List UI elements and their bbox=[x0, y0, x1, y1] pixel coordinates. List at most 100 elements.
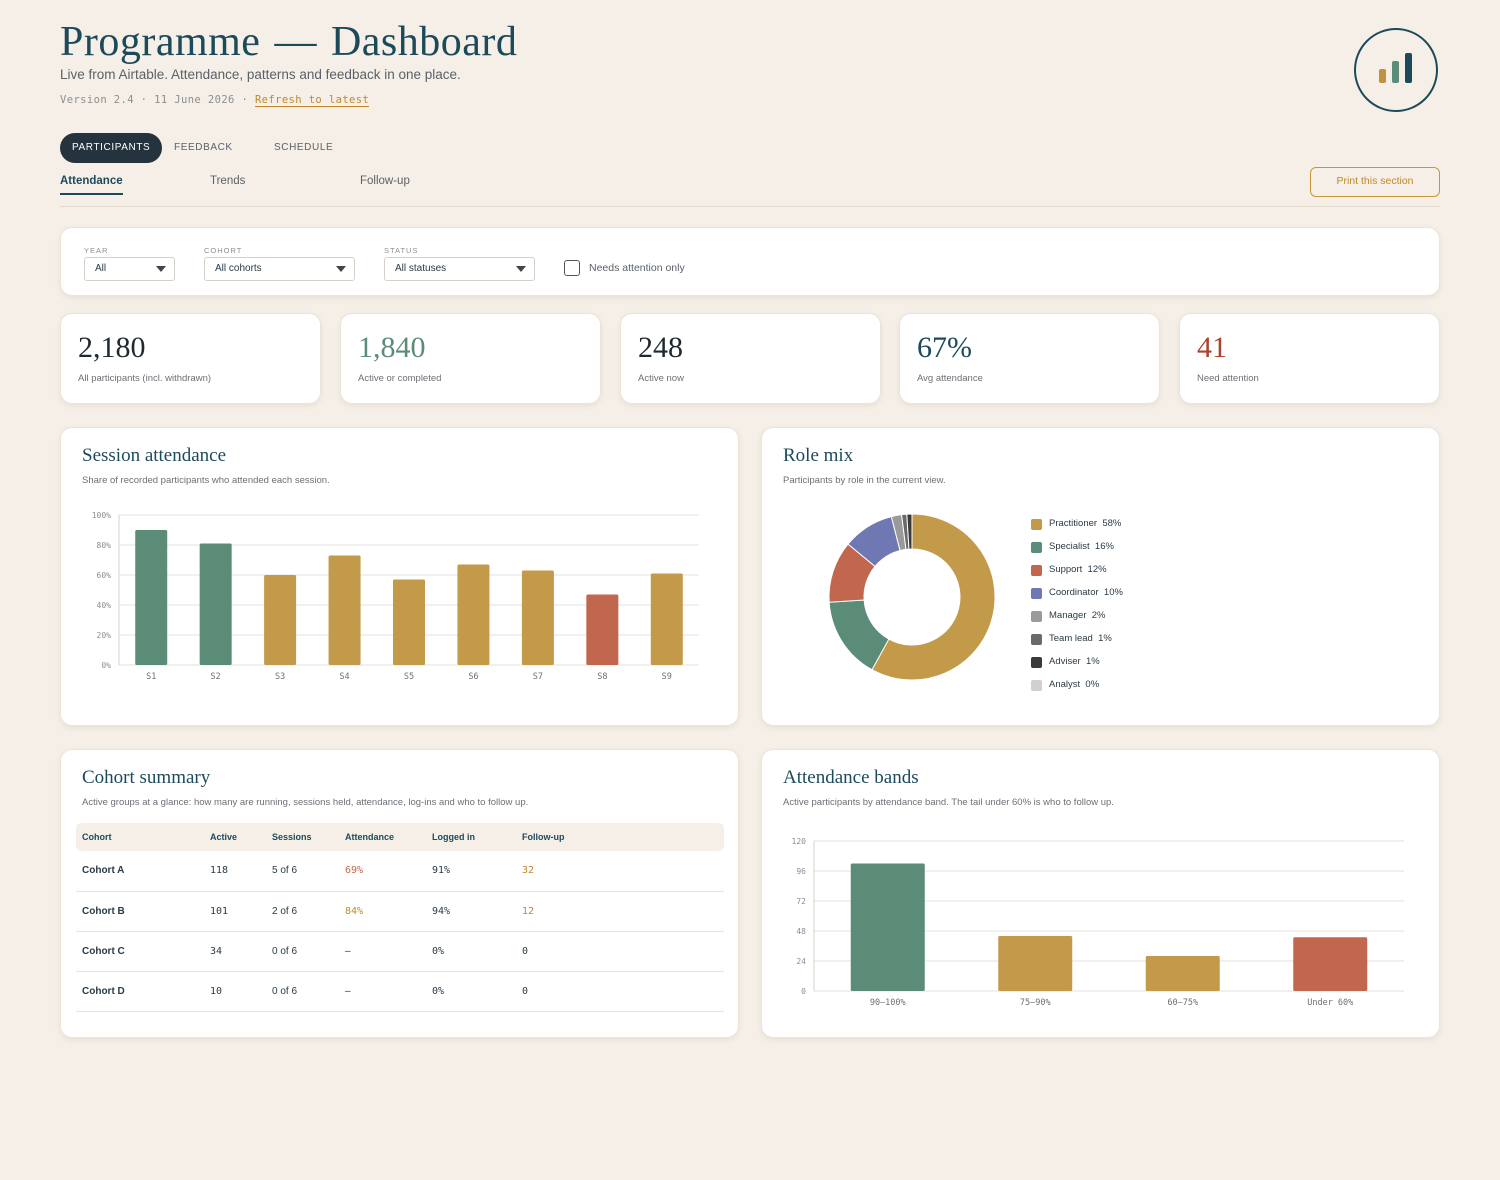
y-tick-label: 40% bbox=[97, 601, 112, 610]
cohort-sessions: 0 of 6 bbox=[266, 971, 339, 1012]
bar bbox=[264, 575, 297, 665]
y-tick-label: 80% bbox=[97, 541, 112, 550]
col-sessions: Sessions bbox=[266, 823, 339, 851]
cohort-name: Cohort C bbox=[76, 931, 204, 972]
stat-card-all-participants: 2,180 All participants (incl. withdrawn) bbox=[60, 313, 321, 404]
legend-label: Practitioner 58% bbox=[1049, 518, 1122, 529]
y-tick-label: 96 bbox=[796, 867, 806, 876]
panel-title: Session attendance bbox=[82, 445, 227, 466]
needs-attention-checkbox[interactable] bbox=[564, 260, 580, 276]
legend-label: Team lead 1% bbox=[1049, 633, 1112, 644]
legend-swatch bbox=[1031, 634, 1042, 645]
page-subtitle: Live from Airtable. Attendance, patterns… bbox=[60, 67, 461, 82]
cohort-summary-panel: Cohort summary Active groups at a glance… bbox=[60, 749, 739, 1038]
version-line: Version 2.4 · 11 June 2026 · Refresh to … bbox=[60, 94, 370, 107]
bar bbox=[850, 863, 925, 991]
logo-bar-3 bbox=[1405, 53, 1412, 83]
cohort-attendance: 69% bbox=[339, 851, 426, 892]
cohort-active: 101 bbox=[204, 891, 266, 932]
bar bbox=[998, 936, 1073, 991]
filter-bar: YEAR All COHORT All cohorts STATUS All s… bbox=[60, 227, 1440, 296]
chevron-down-icon bbox=[516, 266, 526, 272]
cohort-logged-in: 0% bbox=[426, 931, 516, 972]
x-tick-label: S3 bbox=[275, 672, 285, 682]
title-programme: Programme bbox=[60, 19, 261, 65]
subtab-follow-up[interactable]: Follow-up bbox=[360, 175, 410, 187]
attendance-bands-chart: 0 24 48 72 96 120 90–100% 75–90% 60–75% Under 60% bbox=[792, 837, 1404, 1008]
cohort-select-value: All cohorts bbox=[215, 263, 262, 274]
panel-title: Attendance bands bbox=[783, 767, 919, 788]
panel-subtitle: Participants by role in the current view… bbox=[783, 475, 946, 486]
stat-value: 41 bbox=[1197, 331, 1227, 364]
status-select[interactable]: All statuses bbox=[384, 257, 535, 281]
col-logged-in: Logged in bbox=[426, 823, 516, 851]
panel-subtitle: Active groups at a glance: how many are … bbox=[82, 797, 529, 808]
cohort-follow-up: 32 bbox=[516, 851, 724, 892]
stat-card-need-attention: 41 Need attention bbox=[1179, 313, 1440, 404]
chevron-down-icon bbox=[336, 266, 346, 272]
role-mix-panel: Role mix Participants by role in the cur… bbox=[761, 427, 1440, 726]
print-section-button[interactable]: Print this section bbox=[1310, 167, 1440, 197]
cohort-logged-in: 91% bbox=[426, 851, 516, 892]
refresh-link[interactable]: Refresh to latest bbox=[254, 94, 370, 107]
y-tick-label: 72 bbox=[796, 897, 806, 906]
cohort-sessions: 5 of 6 bbox=[266, 851, 339, 892]
legend-swatch bbox=[1031, 611, 1042, 622]
donut-slice bbox=[871, 513, 996, 681]
cohort-name: Cohort A bbox=[76, 851, 204, 892]
year-select-value: All bbox=[95, 263, 107, 274]
bar bbox=[393, 579, 425, 665]
cohort-select[interactable]: All cohorts bbox=[204, 257, 355, 281]
title-dashboard: Dashboard bbox=[330, 19, 518, 65]
x-tick-label: S1 bbox=[146, 672, 156, 682]
panel-title: Role mix bbox=[783, 445, 854, 466]
tab-feedback[interactable]: FEEDBACK bbox=[174, 142, 233, 153]
tab-schedule[interactable]: SCHEDULE bbox=[274, 142, 334, 153]
needs-attention-label: Needs attention only bbox=[589, 262, 685, 274]
x-tick-label: Under 60% bbox=[1307, 998, 1353, 1008]
y-tick-label: 100% bbox=[92, 511, 111, 520]
x-tick-label: S5 bbox=[404, 672, 414, 682]
cohort-follow-up: 0 bbox=[516, 931, 724, 972]
cohort-name: Cohort D bbox=[76, 971, 204, 1012]
role-mix-donut-chart bbox=[828, 513, 996, 681]
title-dash: — bbox=[274, 19, 317, 65]
col-cohort: Cohort bbox=[76, 823, 204, 851]
legend-label: Adviser 1% bbox=[1049, 656, 1100, 667]
col-follow-up: Follow-up bbox=[516, 823, 724, 851]
legend-swatch bbox=[1031, 588, 1042, 599]
bar-chart-logo-icon bbox=[1354, 28, 1438, 112]
cohort-logged-in: 94% bbox=[426, 891, 516, 932]
x-tick-label: S6 bbox=[468, 672, 478, 682]
bar bbox=[586, 594, 619, 665]
version-text: Version 2.4 · 11 June 2026 · bbox=[60, 94, 249, 106]
table-row: Cohort D 10 0 of 6 – 0% 0 bbox=[76, 971, 724, 1012]
panel-subtitle: Share of recorded participants who atten… bbox=[82, 475, 330, 486]
bar bbox=[457, 564, 490, 665]
stat-label: Avg attendance bbox=[917, 373, 983, 384]
status-select-value: All statuses bbox=[395, 263, 447, 274]
x-tick-label: S9 bbox=[662, 672, 672, 682]
year-select[interactable]: All bbox=[84, 257, 175, 281]
stat-label: Active or completed bbox=[358, 373, 442, 384]
legend-swatch bbox=[1031, 565, 1042, 576]
x-tick-label: 90–100% bbox=[870, 998, 906, 1008]
legend-swatch bbox=[1031, 657, 1042, 668]
cohort-sessions: 0 of 6 bbox=[266, 931, 339, 972]
legend-label: Support 12% bbox=[1049, 564, 1107, 575]
status-filter-label: STATUS bbox=[384, 246, 419, 255]
logo-bar-2 bbox=[1392, 61, 1399, 83]
year-filter-label: YEAR bbox=[84, 246, 109, 255]
legend-swatch bbox=[1031, 680, 1042, 691]
session-attendance-chart: 0% 20% 40% 60% 80% 100% S1 S2 S3 S4 S5 S6 S7 S8 S9 bbox=[92, 511, 699, 682]
stat-label: All participants (incl. withdrawn) bbox=[78, 373, 212, 384]
y-tick-label: 48 bbox=[796, 927, 806, 936]
subtab-attendance[interactable]: Attendance bbox=[60, 175, 123, 195]
donut-slice bbox=[906, 513, 913, 550]
stat-value: 2,180 bbox=[78, 331, 146, 364]
tab-participants[interactable]: PARTICIPANTS bbox=[60, 133, 163, 163]
subtab-trends[interactable]: Trends bbox=[210, 175, 246, 187]
cohort-name: Cohort B bbox=[76, 891, 204, 932]
cohort-filter-label: COHORT bbox=[204, 246, 243, 255]
logo-bar-1 bbox=[1379, 69, 1386, 83]
